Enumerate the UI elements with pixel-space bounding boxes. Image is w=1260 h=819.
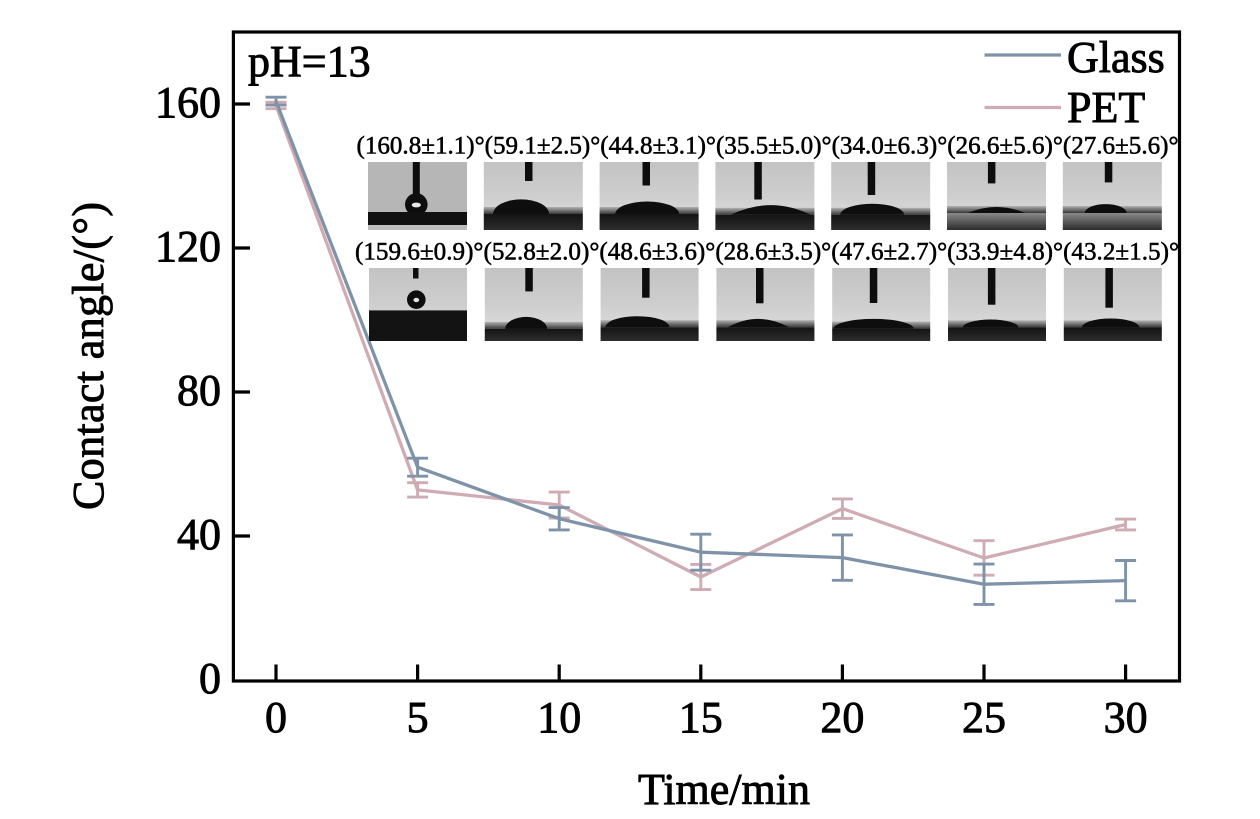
svg-text:10: 10 <box>537 693 581 742</box>
svg-text:5: 5 <box>407 693 429 742</box>
svg-text:Contact angle/(°): Contact angle/(°) <box>64 202 113 510</box>
svg-text:pH=13: pH=13 <box>248 37 371 86</box>
svg-text:0: 0 <box>265 693 287 742</box>
svg-text:160: 160 <box>155 78 221 127</box>
svg-text:25: 25 <box>962 693 1006 742</box>
svg-text:120: 120 <box>155 222 221 271</box>
svg-text:15: 15 <box>679 693 723 742</box>
svg-text:30: 30 <box>1104 693 1148 742</box>
svg-text:(160.8±1.1)°(59.1±2.5)°(44.8±3: (160.8±1.1)°(59.1±2.5)°(44.8±3.1)°(35.5±… <box>357 133 1179 160</box>
svg-text:40: 40 <box>177 510 221 559</box>
svg-text:Glass: Glass <box>1067 33 1165 82</box>
svg-text:20: 20 <box>820 693 864 742</box>
svg-text:80: 80 <box>177 366 221 415</box>
svg-text:Time/min: Time/min <box>638 765 810 814</box>
svg-text:(159.6±0.9)°(52.8±2.0)°(48.6±3: (159.6±0.9)°(52.8±2.0)°(48.6±3.6)°(28.6±… <box>355 239 1179 266</box>
svg-text:PET: PET <box>1067 83 1145 132</box>
svg-text:0: 0 <box>199 654 221 703</box>
